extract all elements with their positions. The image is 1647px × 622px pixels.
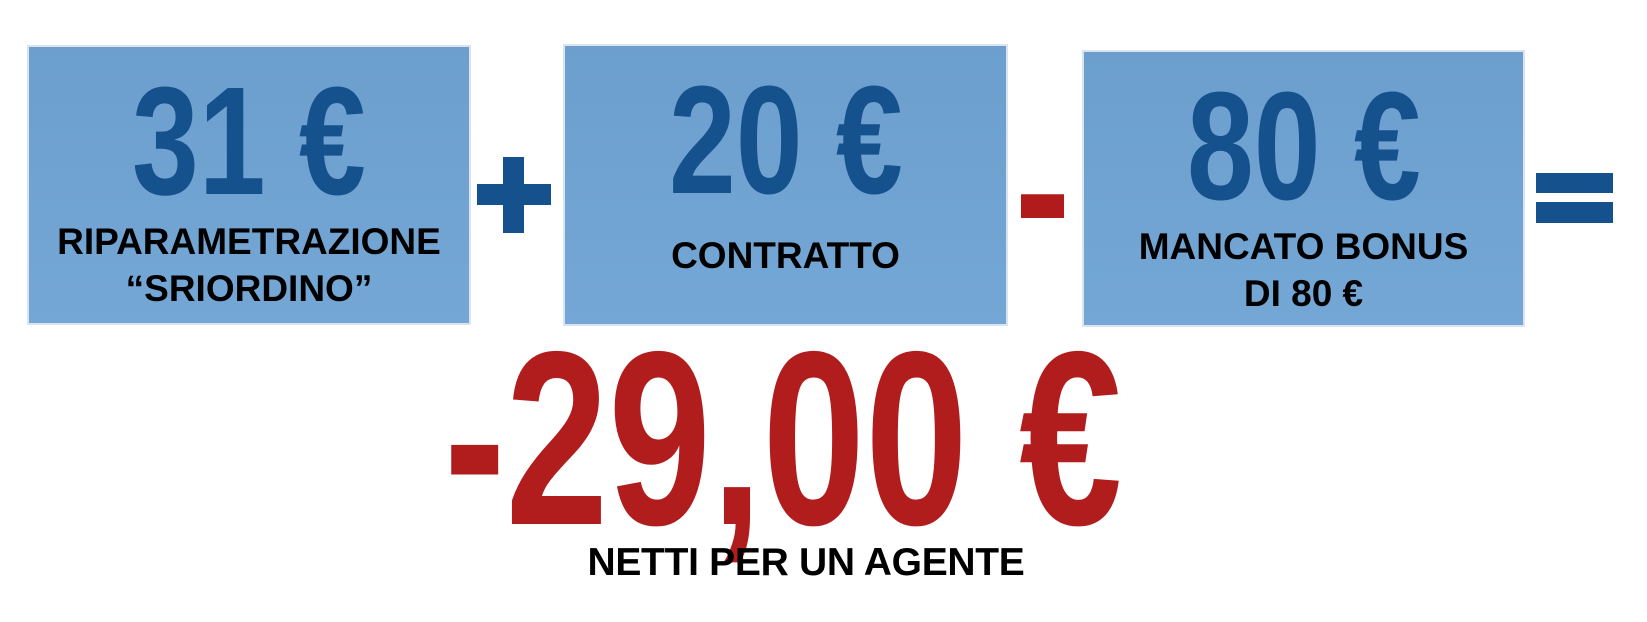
term-box-mancato-bonus: 80 € MANCATO BONUS DI 80 € bbox=[1082, 50, 1525, 327]
mancato-bonus-amount-text: 80 € bbox=[1186, 60, 1421, 232]
term-label-line: “SRIORDINO” bbox=[125, 268, 373, 310]
equals-icon-bottom-bar bbox=[1536, 202, 1613, 223]
plus-icon bbox=[477, 157, 551, 233]
result-amount-text: -29,00 € bbox=[444, 299, 1122, 577]
mancato-bonus-amount: 80 € bbox=[1154, 69, 1454, 223]
contratto-amount: 20 € bbox=[636, 63, 936, 217]
riparametrazione-amount-text: 31 € bbox=[132, 55, 366, 227]
plus-icon-vertical-bar bbox=[503, 157, 524, 233]
term-label-line: DI 80 € bbox=[1243, 273, 1364, 315]
mancato-bonus-label: MANCATO BONUS DI 80 € bbox=[1139, 223, 1469, 318]
term-label-line: MANCATO BONUS bbox=[1138, 226, 1469, 267]
equals-icon bbox=[1536, 173, 1613, 223]
term-box-riparametrazione: 31 € RIPARAMETRAZIONE “SRIORDINO” bbox=[27, 45, 471, 325]
result-amount: -29,00 € bbox=[0, 299, 1566, 577]
term-label-line: CONTRATTO bbox=[671, 234, 900, 276]
riparametrazione-label: RIPARAMETRAZIONE “SRIORDINO” bbox=[57, 218, 441, 313]
result-label: NETTI PER UN AGENTE bbox=[587, 541, 1025, 584]
contratto-label: CONTRATTO bbox=[671, 217, 900, 294]
term-box-contratto: 20 € CONTRATTO bbox=[563, 44, 1008, 326]
term-label-line: RIPARAMETRAZIONE bbox=[57, 221, 441, 262]
equals-icon-top-bar bbox=[1536, 173, 1613, 193]
contratto-amount-text: 20 € bbox=[668, 54, 903, 226]
riparametrazione-amount: 31 € bbox=[99, 64, 399, 218]
minus-icon bbox=[1021, 194, 1064, 218]
